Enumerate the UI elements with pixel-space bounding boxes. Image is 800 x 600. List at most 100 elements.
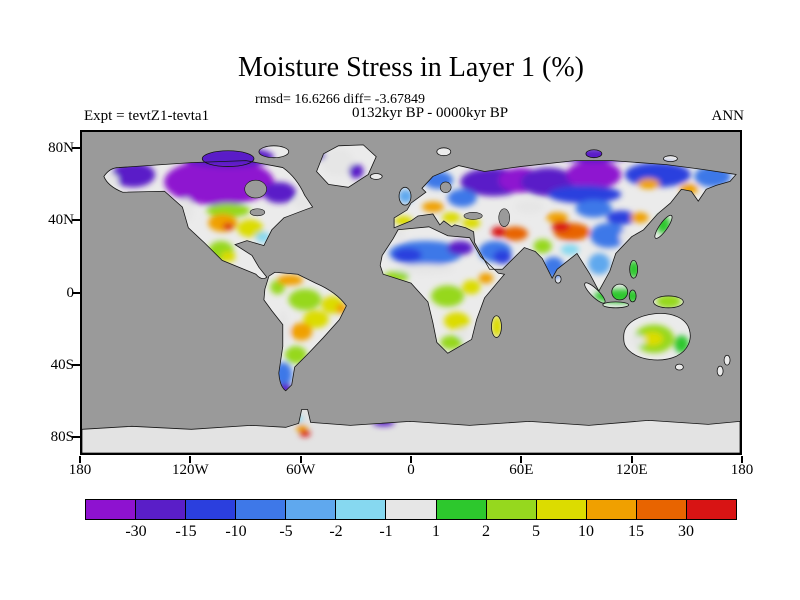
colorbar-tick-label--2: -2: [329, 523, 343, 540]
water-black-sea: [463, 212, 483, 220]
lat-tick-label-0: 0: [66, 284, 75, 301]
experiment-label: Expt = tevtZ1-tevta1: [84, 108, 210, 124]
region-australia-yellow: [641, 331, 664, 346]
region-egypt-violet: [447, 240, 474, 256]
region-south-siberia-blue: [548, 185, 622, 204]
lon-tick-label-60E: 60E: [509, 462, 534, 478]
colorbar-segment--1to1: [386, 500, 437, 519]
season-label: ANN: [711, 108, 745, 124]
lat-tick-label-40N: 40N: [48, 212, 74, 229]
world-map: [82, 132, 740, 453]
colorbar-tick-label-2: 2: [482, 523, 490, 540]
lat-tick-mark: [72, 147, 80, 150]
colorbar-tick-label-1: 1: [432, 523, 440, 540]
region-greenland-white: [321, 148, 355, 177]
region-alaska-violet: [111, 162, 156, 188]
colorbar-tick-label--30: -30: [125, 523, 147, 540]
region-us-east-yellow: [237, 219, 263, 238]
colorbar-tick-label-5: 5: [532, 523, 540, 540]
colorbar-segment->30: [686, 500, 737, 519]
region-central-europe-orange: [422, 201, 444, 213]
region-iran-orange: [502, 226, 528, 241]
region-indochina-blue: [588, 253, 611, 275]
region-chaco-orange: [290, 322, 313, 341]
region-arabia-dark-blue: [493, 249, 512, 264]
region-south-africa-green: [440, 335, 463, 350]
region-sahel-white: [396, 263, 455, 275]
page-title: Moisture Stress in Layer 1 (%): [237, 52, 585, 83]
lon-tick-mark: [741, 456, 743, 463]
region-venezuela-orange: [277, 274, 304, 286]
colorbar-tick-label-15: 15: [628, 523, 644, 540]
water-hudson-bay: [244, 179, 267, 199]
lat-tick-mark: [72, 363, 80, 366]
region-australia-white: [630, 335, 645, 347]
lon-tick-label-180: 180: [68, 462, 92, 478]
colorbar-tick-label--15: -15: [175, 523, 197, 540]
region-south-africa-white: [458, 328, 470, 339]
lon-tick-label-180: 180: [730, 462, 754, 478]
region-argentina-green: [284, 346, 307, 364]
lat-tick-label-40S: 40S: [50, 356, 74, 373]
lat-tick-label-80N: 80N: [48, 140, 74, 157]
colorbar-tick-label--1: -1: [379, 523, 393, 540]
region-quebec-violet: [262, 181, 296, 204]
colorbar-segment--5to-2: [286, 500, 337, 519]
colorbar-segment--10to-5: [236, 500, 287, 519]
region-greenland-east-violet: [348, 164, 364, 179]
lon-tick-label-120E: 120E: [615, 462, 648, 478]
colorbar-segment-5to10: [536, 500, 587, 519]
stats-line: rmsd= 16.6266 diff= -3.67849: [255, 92, 425, 107]
colorbar-segment-10to15: [586, 500, 637, 519]
region-south-africa-yellow: [443, 312, 470, 330]
water-caspian-sea: [498, 208, 510, 227]
region-yakutia-orange: [637, 178, 660, 190]
colorbar-segment--30to-15: [136, 500, 187, 519]
region-nw-india-green: [533, 239, 552, 254]
lon-tick-mark: [410, 456, 412, 463]
lat-tick-mark: [72, 291, 80, 294]
colorbar-tick-label-30: 30: [678, 523, 694, 540]
region-anatolia-yellow: [462, 217, 481, 229]
region-tibet-red: [551, 221, 571, 232]
colorbar-segment--2to-1: [336, 500, 387, 519]
region-kazakh-white: [515, 199, 545, 214]
lon-tick-label-60W: 60W: [286, 462, 316, 478]
region-east-africa-yellow: [462, 280, 481, 295]
region-us-central-orange: [208, 214, 238, 232]
region-antarctic-peninsula-red: [299, 429, 311, 437]
inland-water-layer: [244, 179, 510, 227]
lat-tick-mark: [72, 435, 80, 438]
lon-tick-mark: [299, 456, 302, 463]
map-plot-area: [80, 130, 742, 455]
colorbar: [85, 499, 737, 520]
lon-tick-label-0: 0: [407, 462, 415, 478]
region-china-blue: [590, 222, 627, 248]
lon-tick-mark: [520, 456, 523, 463]
period-line: 0132kyr BP - 0000kyr BP: [351, 105, 509, 121]
colorbar-segment-<-30: [86, 500, 137, 519]
region-ne-india-cyan: [560, 244, 580, 256]
region-mongolia-blue: [575, 199, 613, 218]
region-north-china-blue: [606, 210, 636, 225]
region-amazon-green: [288, 288, 322, 311]
region-manchuria-orange: [630, 212, 649, 223]
colorbar-tick-label--5: -5: [279, 523, 293, 540]
region-central-siberia-purple: [566, 160, 622, 189]
lon-tick-mark: [79, 456, 81, 463]
water-great-lakes: [249, 208, 266, 217]
colorbar-tick-label--10: -10: [225, 523, 247, 540]
water-baltic-sea: [439, 181, 452, 193]
region-australia-east-green: [674, 335, 689, 354]
region-congo-green: [431, 285, 465, 307]
region-antarctic-peninsula-orange: [295, 424, 307, 432]
region-madagascar-yellow: [491, 315, 503, 338]
region-new-guinea-green: [655, 294, 682, 309]
region-balkans-yellow: [442, 212, 461, 223]
region-horn-orange: [478, 272, 494, 284]
region-us-central-red: [222, 222, 234, 231]
region-mexico-yellow: [220, 251, 236, 263]
lon-tick-mark: [189, 456, 192, 463]
lon-tick-mark: [630, 456, 633, 463]
region-xinjiang-orange: [546, 212, 569, 223]
